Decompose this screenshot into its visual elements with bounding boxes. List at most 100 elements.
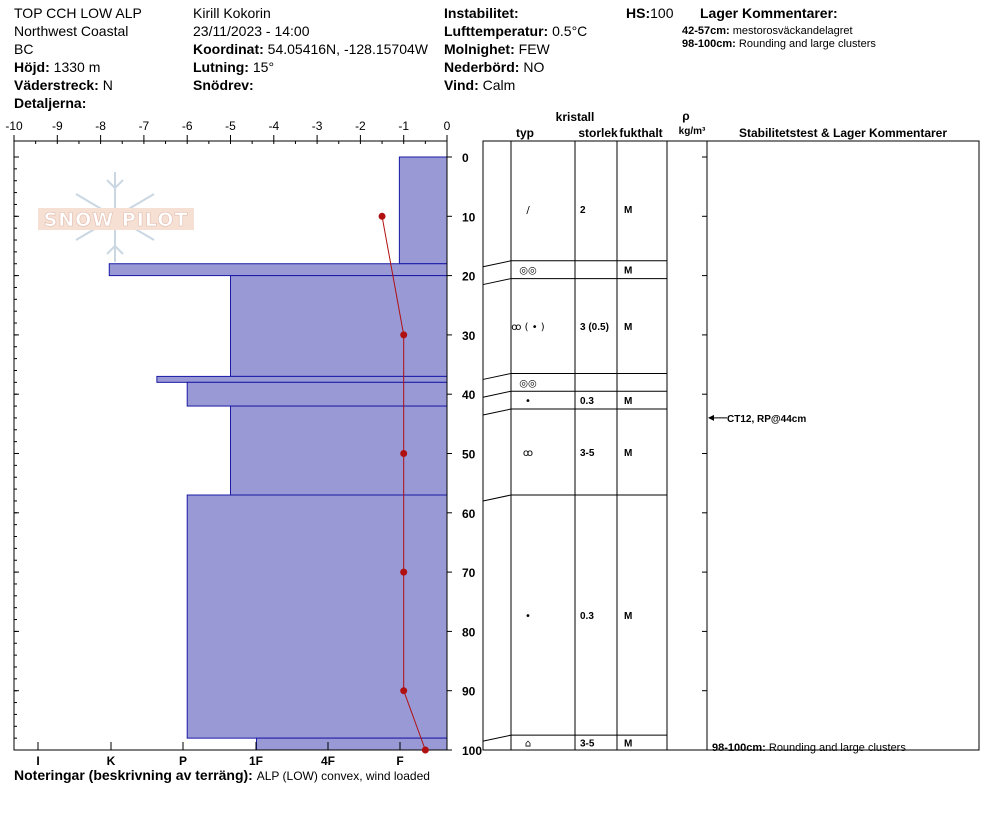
- hardness-tick-label: K: [107, 754, 116, 768]
- col-moisture-header: fukthalt: [619, 126, 662, 140]
- aspect-value: N: [102, 77, 113, 93]
- terrain-notes: Noteringar (beskrivning av terräng): ALP…: [14, 767, 430, 783]
- moisture-value: M: [624, 448, 632, 459]
- aspect-row: Väderstreck: N: [14, 76, 113, 94]
- bottom-comment-range: 98-100cm:: [712, 742, 769, 754]
- airtemp-value: 0.5°C: [552, 23, 588, 39]
- layer-comment-1: 42-57cm: mestorosväckandelagret: [682, 25, 853, 38]
- precip-row: Nederbörd: NO: [444, 58, 544, 76]
- layer-connector: [482, 408, 512, 416]
- depth-tick-label: 0: [462, 151, 469, 165]
- layer-connector: [482, 390, 512, 398]
- precip-value: NO: [523, 59, 545, 75]
- grain-size: 0.3: [580, 611, 594, 622]
- hardness-tick-label: F: [396, 754, 403, 768]
- grain-type-symbol: /: [526, 205, 530, 216]
- layer-connector: [482, 260, 512, 268]
- moisture-value: M: [624, 322, 632, 333]
- grain-size: 2: [580, 205, 586, 216]
- stability-arrow-head: [708, 414, 714, 421]
- grain-type-symbol: •: [525, 396, 531, 407]
- temperature-point: [400, 331, 408, 339]
- layer-comment-text: Rounding and large clusters: [738, 38, 876, 50]
- temperature-line: [381, 216, 426, 751]
- wind-row: Vind: Calm: [444, 76, 515, 94]
- layer-comment-text: mestorosväckandelagret: [732, 25, 853, 37]
- hardness-tick-label: I: [36, 754, 39, 768]
- temp-tick-label: -8: [95, 119, 106, 133]
- depth-tick-label: 20: [462, 270, 476, 284]
- wind-value: Calm: [482, 77, 516, 93]
- observer-name: Kirill Kokorin: [193, 5, 271, 21]
- temp-tick-label: -2: [355, 119, 366, 133]
- depth-tick-label: 100: [462, 744, 482, 758]
- temp-tick-label: -3: [312, 119, 323, 133]
- coord-label: Koordinat:: [193, 41, 264, 57]
- depth-tick-label: 10: [462, 210, 476, 224]
- hardness-bar: [230, 405, 448, 496]
- col-type-header: typ: [516, 126, 534, 140]
- moisture-value: M: [624, 266, 632, 277]
- datetime: 23/11/2023 - 14:00: [193, 23, 310, 39]
- bottom-layer-comment: 98-100cm: Rounding and large clusters: [712, 742, 906, 754]
- temperature-point: [400, 687, 408, 695]
- stability-test-label: CT12, RP@44cm: [727, 414, 806, 425]
- grain-size: 3-5: [580, 739, 595, 750]
- slope-label: Lutning:: [193, 59, 249, 75]
- clouds-row: Molnighet: FEW: [444, 40, 550, 58]
- hardness-tick-label: 1F: [249, 754, 263, 768]
- temp-tick-label: -5: [225, 119, 236, 133]
- layer-connector: [482, 734, 512, 742]
- hardness-bar: [108, 263, 448, 277]
- depth-tick-label: 40: [462, 388, 476, 402]
- clouds-label: Molnighet:: [444, 41, 515, 57]
- hardness-tick-label: P: [179, 754, 187, 768]
- depth-tick-label: 70: [462, 566, 476, 580]
- col-stability-header: Stabilitetstest & Lager Kommentarer: [739, 126, 947, 140]
- temp-tick-label: -10: [5, 119, 23, 133]
- wind-label: Vind:: [444, 77, 479, 93]
- slope-row: Lutning: 15°: [193, 58, 274, 76]
- grain-type-symbol: ⌂: [525, 739, 531, 750]
- layer-comments-title: Lager Kommentarer:: [700, 5, 838, 21]
- coord-value: 54.05416N, -128.15704W: [267, 41, 428, 57]
- temp-tick-label: -9: [52, 119, 63, 133]
- moisture-value: M: [624, 396, 632, 407]
- table-frame: [482, 140, 980, 751]
- grain-type-symbol: ꝏ ( • ): [511, 322, 545, 333]
- svg-text:SNOW PILOT: SNOW PILOT: [44, 209, 189, 231]
- temperature-point: [378, 212, 386, 220]
- coord-row: Koordinat: 54.05416N, -128.15704W: [193, 40, 428, 58]
- temp-tick-label: -7: [139, 119, 150, 133]
- depth-tick-label: 60: [462, 507, 476, 521]
- layer-connector: [482, 278, 512, 286]
- grain-type-symbol: ꝏ: [523, 448, 533, 459]
- temperature-point: [400, 568, 408, 576]
- temp-tick-label: -4: [268, 119, 279, 133]
- temp-tick-label: -6: [182, 119, 193, 133]
- hs-row: HS:100: [626, 4, 673, 22]
- notes-value: ALP (LOW) convex, wind loaded: [256, 769, 430, 783]
- depth-tick-label: 50: [462, 448, 476, 462]
- temp-tick-label: -1: [398, 119, 409, 133]
- grain-size: 0.3: [580, 396, 594, 407]
- depth-tick-label: 30: [462, 329, 476, 343]
- grain-type-symbol: ◎◎: [519, 378, 536, 389]
- aspect-label: Väderstreck:: [14, 77, 99, 93]
- col-size-header: storlek: [578, 126, 618, 140]
- depth-tick-label: 80: [462, 625, 476, 639]
- grain-size: 3 (0.5): [580, 322, 609, 333]
- province-name: BC: [14, 41, 34, 57]
- temp-tick-label: 0: [444, 119, 451, 133]
- airtemp-label: Lufttemperatur:: [444, 23, 549, 39]
- instability-label: Instabilitet:: [444, 5, 519, 21]
- precip-label: Nederbörd:: [444, 59, 520, 75]
- moisture-value: M: [624, 611, 632, 622]
- moisture-value: M: [624, 739, 632, 750]
- snowpilot-logo: SNOW PILOT: [38, 172, 194, 262]
- location-name: TOP CCH LOW ALP: [14, 5, 142, 21]
- hardness-bar: [186, 381, 448, 407]
- temperature-point: [421, 746, 429, 754]
- depth-tick-label: 90: [462, 685, 476, 699]
- temperature-point: [400, 450, 408, 457]
